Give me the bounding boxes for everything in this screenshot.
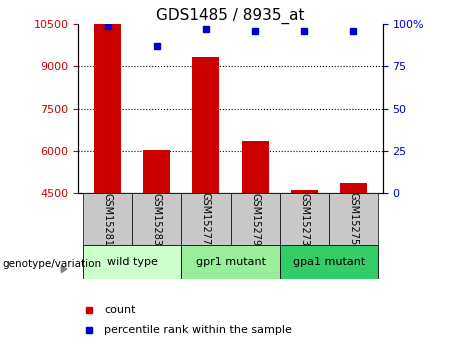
Text: GSM15277: GSM15277	[201, 193, 211, 246]
Bar	[182, 245, 279, 279]
Bar	[182, 193, 230, 245]
Text: GSM15283: GSM15283	[152, 193, 162, 246]
Bar	[230, 193, 279, 245]
Bar	[132, 193, 182, 245]
Bar	[279, 193, 329, 245]
Text: gpr1 mutant: gpr1 mutant	[195, 257, 266, 267]
Text: GSM15281: GSM15281	[103, 193, 113, 246]
Text: count: count	[104, 305, 136, 315]
Bar	[290, 190, 318, 193]
Bar	[329, 193, 378, 245]
Text: percentile rank within the sample: percentile rank within the sample	[104, 325, 292, 335]
Bar	[83, 193, 132, 245]
Title: GDS1485 / 8935_at: GDS1485 / 8935_at	[156, 8, 305, 24]
Bar	[83, 245, 182, 279]
Text: GSM15275: GSM15275	[348, 193, 358, 246]
Text: gpa1 mutant: gpa1 mutant	[293, 257, 365, 267]
Text: wild type: wild type	[107, 257, 158, 267]
Bar	[340, 183, 366, 193]
Bar	[193, 57, 219, 193]
Text: GSM15273: GSM15273	[299, 193, 309, 246]
Bar	[242, 141, 269, 193]
Bar	[279, 245, 378, 279]
Bar	[143, 149, 171, 193]
Polygon shape	[61, 266, 67, 273]
Text: GSM15279: GSM15279	[250, 193, 260, 246]
Text: genotype/variation: genotype/variation	[2, 259, 101, 269]
Bar	[95, 24, 121, 193]
